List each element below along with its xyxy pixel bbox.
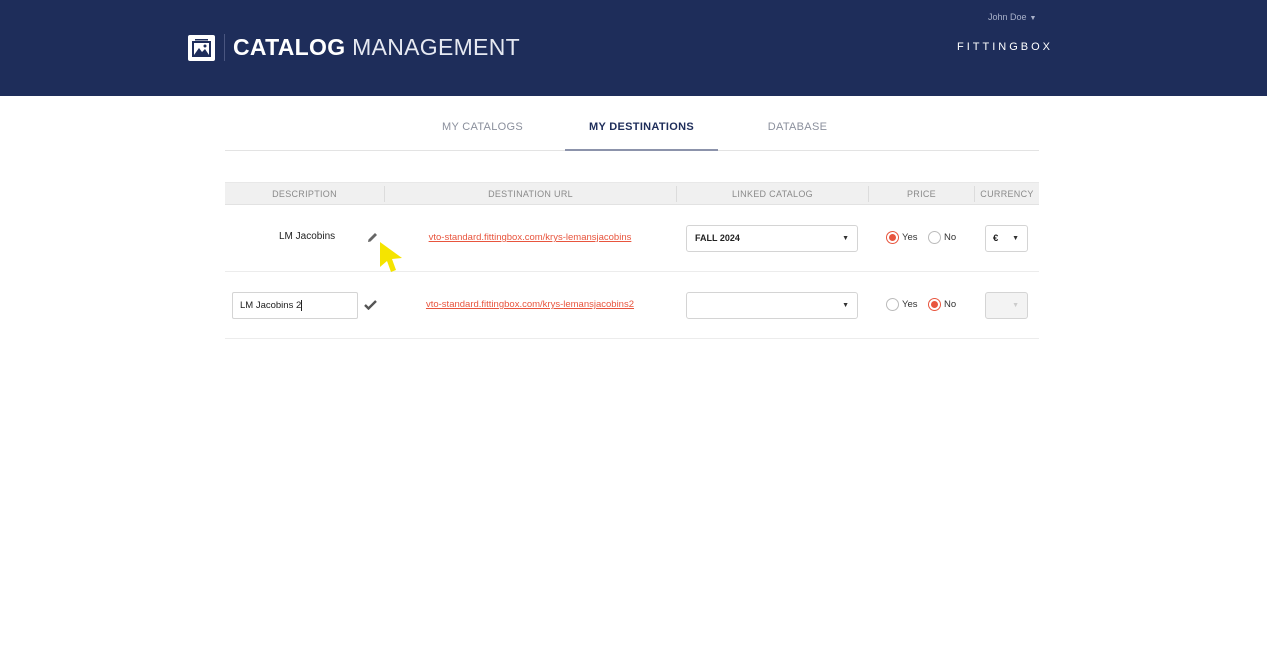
description-input-value: LM Jacobins 2	[240, 300, 302, 311]
table-header: DESCRIPTION DESTINATION URL LINKED CATAL…	[225, 182, 1039, 205]
destination-url-link[interactable]: vto-standard.fittingbox.com/krys-lemansj…	[428, 232, 632, 243]
radio-unchecked-icon	[886, 298, 899, 311]
price-no-radio[interactable]: No	[928, 298, 956, 311]
price-yes-radio[interactable]: Yes	[886, 231, 918, 244]
currency-select[interactable]: € ▼	[985, 225, 1028, 252]
price-yes-radio[interactable]: Yes	[886, 298, 918, 311]
column-currency: CURRENCY	[974, 186, 1039, 202]
caret-down-icon: ▼	[1012, 235, 1019, 242]
selected-currency: €	[993, 233, 999, 244]
radio-label: Yes	[902, 299, 918, 310]
destination-url-link[interactable]: vto-standard.fittingbox.com/krys-lemansj…	[425, 299, 635, 310]
table-row: LM Jacobins vto-standard.fittingbox.com/…	[225, 205, 1039, 272]
linked-catalog-select[interactable]: ▼	[686, 292, 858, 319]
app-header: CATALOG MANAGEMENT John Doe ▼ FITTINGBOX	[0, 0, 1267, 96]
table-row: LM Jacobins 2 vto-standard.fittingbox.co…	[225, 272, 1039, 339]
logo-divider	[224, 34, 225, 61]
checkmark-icon[interactable]	[364, 299, 377, 310]
caret-down-icon: ▼	[1029, 15, 1037, 22]
destinations-table: DESCRIPTION DESTINATION URL LINKED CATAL…	[225, 182, 1039, 339]
user-name: John Doe	[988, 12, 1027, 22]
tab-database[interactable]: DATABASE	[767, 121, 828, 133]
radio-checked-icon	[886, 231, 899, 244]
active-tab-indicator	[565, 149, 718, 151]
title-light: MANAGEMENT	[352, 34, 520, 60]
radio-label: No	[944, 299, 957, 310]
title-bold: CATALOG	[233, 34, 346, 60]
column-description: DESCRIPTION	[272, 189, 337, 199]
tab-my-catalogs[interactable]: MY CATALOGS	[442, 121, 523, 133]
pencil-icon[interactable]	[367, 232, 378, 243]
price-no-radio[interactable]: No	[928, 231, 956, 244]
caret-down-icon: ▼	[1012, 302, 1019, 309]
linked-catalog-select[interactable]: FALL 2024 ▼	[686, 225, 858, 252]
catalog-image-icon	[188, 35, 215, 61]
text-caret	[301, 299, 303, 311]
caret-down-icon: ▼	[842, 302, 849, 309]
user-menu[interactable]: John Doe ▼	[988, 12, 1036, 22]
selected-catalog: FALL 2024	[695, 233, 740, 243]
currency-select[interactable]: ▼	[985, 292, 1028, 319]
description-text: LM Jacobins	[279, 231, 336, 242]
caret-down-icon: ▼	[842, 235, 849, 242]
column-destination-url: DESTINATION URL	[384, 186, 676, 202]
column-price: PRICE	[868, 186, 974, 202]
radio-checked-icon	[928, 298, 941, 311]
radio-unchecked-icon	[928, 231, 941, 244]
description-input[interactable]: LM Jacobins 2	[232, 292, 358, 319]
tab-my-destinations[interactable]: MY DESTINATIONS	[589, 121, 694, 133]
mouse-cursor-icon	[380, 242, 402, 272]
radio-label: Yes	[902, 232, 918, 243]
tab-bar: MY CATALOGS MY DESTINATIONS DATABASE	[225, 104, 1039, 151]
column-linked-catalog: LINKED CATALOG	[676, 186, 868, 202]
app-title: CATALOG MANAGEMENT	[233, 34, 520, 61]
radio-label: No	[944, 232, 957, 243]
fittingbox-logo: FITTINGBOX	[957, 41, 1053, 53]
